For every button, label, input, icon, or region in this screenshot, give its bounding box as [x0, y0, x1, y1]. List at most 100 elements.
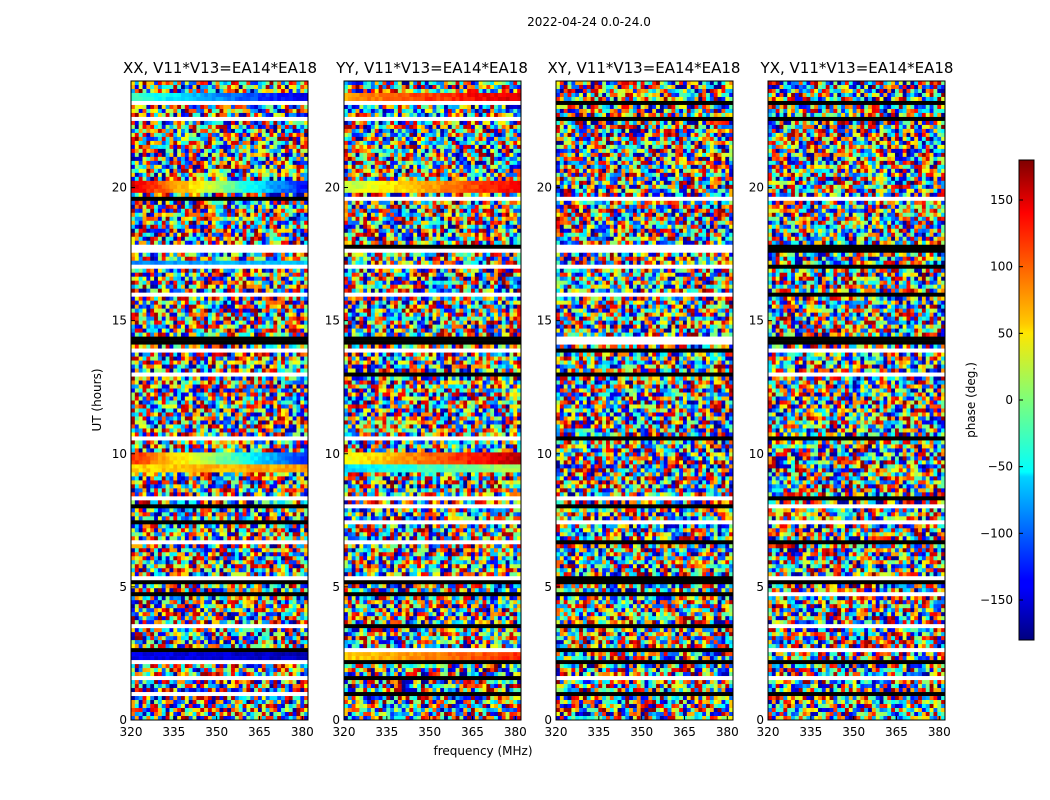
- heatmap-cell: [288, 568, 293, 573]
- heatmap-cell: [219, 480, 224, 485]
- heatmap-cell: [181, 404, 186, 409]
- heatmap-cell: [157, 176, 163, 182]
- heatmap-cell: [142, 256, 147, 262]
- heatmap-cell: [300, 232, 305, 238]
- heatmap-cell: [281, 156, 286, 162]
- heatmap-cell: [134, 96, 139, 102]
- heatmap-cell: [215, 96, 220, 102]
- heatmap-cell: [181, 216, 186, 222]
- heatmap-cell: [238, 120, 243, 126]
- heatmap-cell: [231, 216, 236, 222]
- heatmap-cell: [157, 392, 163, 397]
- heatmap-cell: [296, 428, 301, 433]
- heatmap-cell: [181, 508, 186, 513]
- heatmap-cell: [273, 192, 278, 198]
- heatmap-cell: [181, 252, 186, 258]
- heatmap-cell: [254, 276, 259, 281]
- heatmap-cell: [188, 280, 193, 285]
- heatmap-cell: [277, 232, 282, 238]
- heatmap-cell: [184, 364, 190, 369]
- heatmap-cell: [215, 176, 220, 182]
- heatmap-cell: [131, 296, 136, 301]
- heatmap-cell: [300, 500, 305, 505]
- heatmap-cell: [304, 412, 309, 417]
- heatmap-cell: [231, 460, 236, 465]
- heatmap-cell: [207, 320, 213, 325]
- heatmap-cell: [281, 312, 286, 317]
- heatmap-cell: [246, 380, 251, 385]
- heatmap-cell: [265, 228, 270, 234]
- heatmap-cell: [265, 476, 270, 481]
- heatmap-cell: [142, 428, 147, 433]
- heatmap-cell: [269, 316, 274, 321]
- heatmap-cell: [204, 564, 209, 569]
- heatmap-cell: [250, 108, 255, 114]
- heatmap-cell: [154, 464, 159, 469]
- heatmap-cell: [157, 380, 163, 385]
- heatmap-cell: [142, 268, 147, 273]
- heatmap-cell: [169, 368, 174, 373]
- heatmap-cell: [142, 208, 147, 214]
- heatmap-cell: [304, 452, 309, 457]
- heatmap-cell: [169, 468, 174, 473]
- heatmap-cell: [138, 404, 143, 409]
- heatmap-cell: [211, 360, 216, 365]
- heatmap-cell: [138, 352, 143, 357]
- heatmap-cell: [219, 124, 224, 130]
- heatmap-cell: [211, 440, 216, 445]
- heatmap-cell: [300, 408, 305, 413]
- heatmap-cell: [161, 452, 166, 457]
- heatmap-cell: [223, 444, 228, 449]
- heatmap-cell: [207, 316, 213, 321]
- heatmap-cell: [181, 96, 186, 102]
- heatmap-cell: [292, 460, 297, 465]
- heatmap-cell: [154, 84, 159, 90]
- heatmap-cell: [257, 404, 263, 409]
- heatmap-cell: [142, 172, 147, 178]
- heatmap-cell: [269, 256, 274, 262]
- heatmap-cell: [215, 488, 220, 493]
- heatmap-cell: [257, 544, 263, 549]
- heatmap-cell: [146, 420, 151, 425]
- heatmap-cell: [215, 256, 220, 262]
- heatmap-cell: [300, 324, 305, 329]
- heatmap-cell: [265, 132, 270, 138]
- heatmap-cell: [150, 288, 155, 293]
- heatmap-cell: [281, 360, 286, 365]
- heatmap-cell: [161, 516, 166, 521]
- heatmap-cell: [181, 468, 186, 473]
- heatmap-cell: [261, 352, 266, 357]
- heatmap-cell: [250, 236, 255, 242]
- heatmap-cell: [273, 432, 278, 437]
- heatmap-cell: [207, 284, 213, 289]
- heatmap-cell: [242, 512, 247, 517]
- heatmap-cell: [181, 328, 186, 333]
- heatmap-cell: [165, 556, 170, 561]
- heatmap-cell: [204, 136, 209, 142]
- heatmap-cell: [184, 304, 190, 309]
- heatmap-cell: [211, 548, 216, 553]
- heatmap-cell: [281, 232, 286, 238]
- heatmap-cell: [288, 564, 293, 569]
- heatmap-cell: [234, 568, 240, 573]
- heatmap-cell: [207, 416, 213, 421]
- heatmap-cell: [234, 152, 240, 158]
- heatmap-cell: [265, 300, 270, 305]
- heatmap-cell: [150, 300, 155, 305]
- heatmap-cell: [188, 124, 193, 130]
- heatmap-cell: [204, 404, 209, 409]
- heatmap-cell: [161, 512, 166, 517]
- heatmap-cell: [138, 204, 143, 210]
- heatmap-cell: [150, 380, 155, 385]
- heatmap-cell: [134, 156, 139, 162]
- heatmap-cell: [192, 176, 197, 182]
- heatmap-cell: [254, 104, 259, 110]
- heatmap-cell: [273, 120, 278, 126]
- heatmap-cell: [269, 528, 274, 533]
- heatmap-cell: [304, 404, 309, 409]
- heatmap-cell: [265, 344, 270, 349]
- heatmap-cell: [257, 440, 263, 445]
- heatmap-cell: [261, 524, 266, 529]
- heatmap-cell: [173, 428, 178, 433]
- heatmap-cell: [227, 288, 232, 293]
